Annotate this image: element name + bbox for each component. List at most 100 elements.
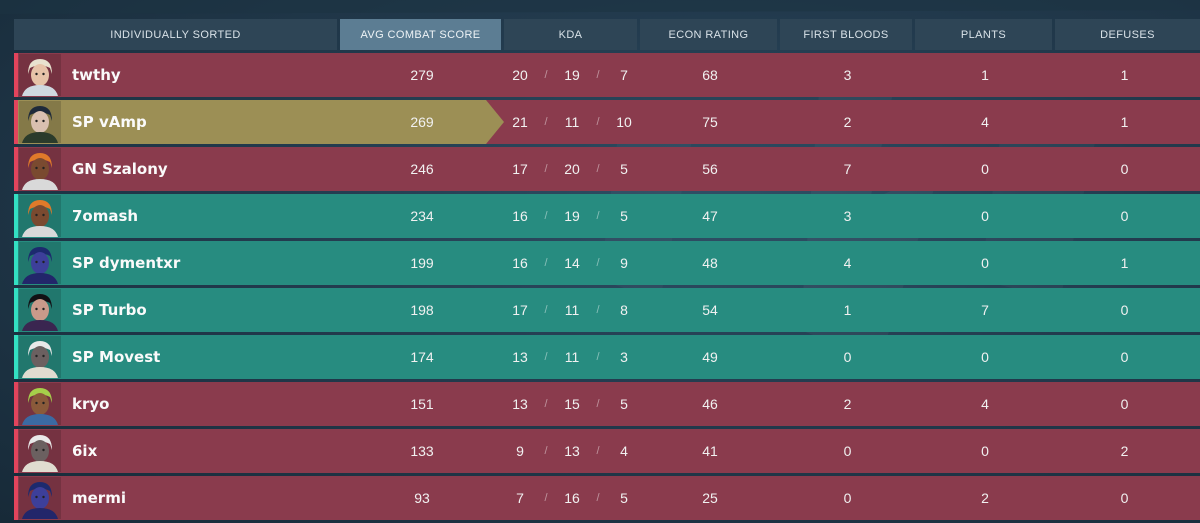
kills-value: 16 [512, 255, 528, 271]
phoenix-icon [19, 148, 61, 190]
kda-separator: / [544, 398, 548, 410]
omen-icon [19, 477, 61, 519]
defuses-value: 1 [1120, 255, 1129, 271]
team-color-edge [14, 429, 18, 473]
kills-value: 17 [512, 302, 528, 318]
viper-icon [19, 101, 61, 143]
team-color-edge [14, 194, 18, 238]
header-plants[interactable]: PLANTS [915, 19, 1052, 50]
plants-value: 2 [981, 490, 989, 506]
kda-separator: / [544, 304, 548, 316]
header-econ-rating[interactable]: ECON RATING [640, 19, 777, 50]
player-row-7[interactable]: kryo 151 13 / 15 / 5 46 2 4 0 [14, 382, 1200, 426]
player-row-1[interactable]: SP vAmp 269 21 / 11 / 10 75 2 4 1 [14, 100, 1200, 144]
assists-value: 8 [620, 302, 628, 318]
player-cell: 6ix [14, 429, 340, 473]
kda-separator: / [544, 163, 548, 175]
kda-separator: / [596, 398, 600, 410]
econ-rating-value: 75 [702, 114, 718, 130]
plants-value: 7 [981, 302, 989, 318]
kda-value: 9 / 13 / 4 [504, 429, 640, 473]
header-kda[interactable]: KDA [504, 19, 637, 50]
header-defuses[interactable]: DEFUSES [1055, 19, 1200, 50]
kda-value: 13 / 11 / 3 [504, 335, 640, 379]
kda-separator: / [596, 163, 600, 175]
kda-value: 7 / 16 / 5 [504, 476, 640, 520]
team-color-edge [14, 382, 18, 426]
kda-separator: / [544, 257, 548, 269]
player-row-8[interactable]: 6ix 133 9 / 13 / 4 41 0 0 2 [14, 429, 1200, 473]
kda-value: 13 / 15 / 5 [504, 382, 640, 426]
kda-value: 16 / 14 / 9 [504, 241, 640, 285]
team-color-edge [14, 288, 18, 332]
player-cell: kryo [14, 382, 340, 426]
team-color-edge [14, 53, 18, 97]
plants-value: 0 [981, 208, 989, 224]
player-row-5[interactable]: SP Turbo 198 17 / 11 / 8 54 1 7 0 [14, 288, 1200, 332]
raze-icon [19, 383, 61, 425]
player-row-6[interactable]: SP Movest 174 13 / 11 / 3 49 0 0 0 [14, 335, 1200, 379]
kda-value: 17 / 20 / 5 [504, 147, 640, 191]
assists-value: 5 [620, 161, 628, 177]
header-first-bloods[interactable]: FIRST BLOODS [780, 19, 912, 50]
player-name: SP Movest [72, 348, 161, 366]
defuses-value: 2 [1120, 443, 1129, 459]
kills-value: 17 [512, 161, 528, 177]
kills-value: 20 [512, 67, 528, 83]
scoreboard-table: INDIVIDUALLY SORTED AVG COMBAT SCORE KDA… [14, 19, 1200, 520]
first-bloods-value: 4 [843, 255, 852, 271]
acs-value: 133 [410, 443, 434, 459]
econ-rating-value: 68 [702, 67, 718, 83]
kda-separator: / [596, 304, 600, 316]
econ-rating-value: 48 [702, 255, 718, 271]
player-name: mermi [72, 489, 126, 507]
deaths-value: 14 [564, 255, 580, 271]
acs-value: 199 [410, 255, 434, 271]
player-row-3[interactable]: 7omash 234 16 / 19 / 5 47 3 0 0 [14, 194, 1200, 238]
deaths-value: 19 [564, 67, 580, 83]
econ-rating-value: 56 [702, 161, 718, 177]
player-cell: SP dymentxr [14, 241, 340, 285]
kda-separator: / [544, 116, 548, 128]
assists-value: 9 [620, 255, 628, 271]
kda-value: 17 / 11 / 8 [504, 288, 640, 332]
kills-value: 21 [512, 114, 528, 130]
player-row-2[interactable]: GN Szalony 246 17 / 20 / 5 56 7 0 0 [14, 147, 1200, 191]
kills-value: 13 [512, 349, 528, 365]
player-name: twthy [72, 66, 121, 84]
assists-value: 10 [616, 114, 632, 130]
assists-value: 3 [620, 349, 628, 365]
header-avg-combat-score[interactable]: AVG COMBAT SCORE [340, 19, 501, 50]
player-name: 7omash [72, 207, 139, 225]
plants-value: 0 [981, 349, 989, 365]
acs-value: 93 [414, 490, 430, 506]
first-bloods-value: 3 [843, 67, 852, 83]
kda-value: 20 / 19 / 7 [504, 53, 640, 97]
defuses-value: 0 [1120, 490, 1129, 506]
team-color-edge [14, 147, 18, 191]
plants-value: 4 [981, 396, 989, 412]
acs-value: 198 [410, 302, 434, 318]
player-name: SP vAmp [72, 113, 147, 131]
kda-separator: / [596, 492, 600, 504]
kda-separator: / [596, 445, 600, 457]
econ-rating-value: 47 [702, 208, 718, 224]
kills-value: 9 [516, 443, 524, 459]
player-row-0[interactable]: twthy 279 20 / 19 / 7 68 3 1 1 [14, 53, 1200, 97]
player-cell: GN Szalony [14, 147, 340, 191]
defuses-value: 0 [1120, 302, 1129, 318]
deaths-value: 20 [564, 161, 580, 177]
kda-separator: / [544, 492, 548, 504]
kda-separator: / [596, 210, 600, 222]
assists-value: 5 [620, 208, 628, 224]
player-row-9[interactable]: mermi 93 7 / 16 / 5 25 0 2 0 [14, 476, 1200, 520]
team-color-edge [14, 100, 18, 144]
team-color-edge [14, 241, 18, 285]
header-individually-sorted[interactable]: INDIVIDUALLY SORTED [14, 19, 337, 50]
cypher-icon [19, 336, 61, 378]
acs-value: 269 [410, 114, 434, 130]
player-cell: SP Movest [14, 335, 340, 379]
team-color-edge [14, 335, 18, 379]
kda-separator: / [596, 69, 600, 81]
player-row-4[interactable]: SP dymentxr 199 16 / 14 / 9 48 4 0 1 [14, 241, 1200, 285]
